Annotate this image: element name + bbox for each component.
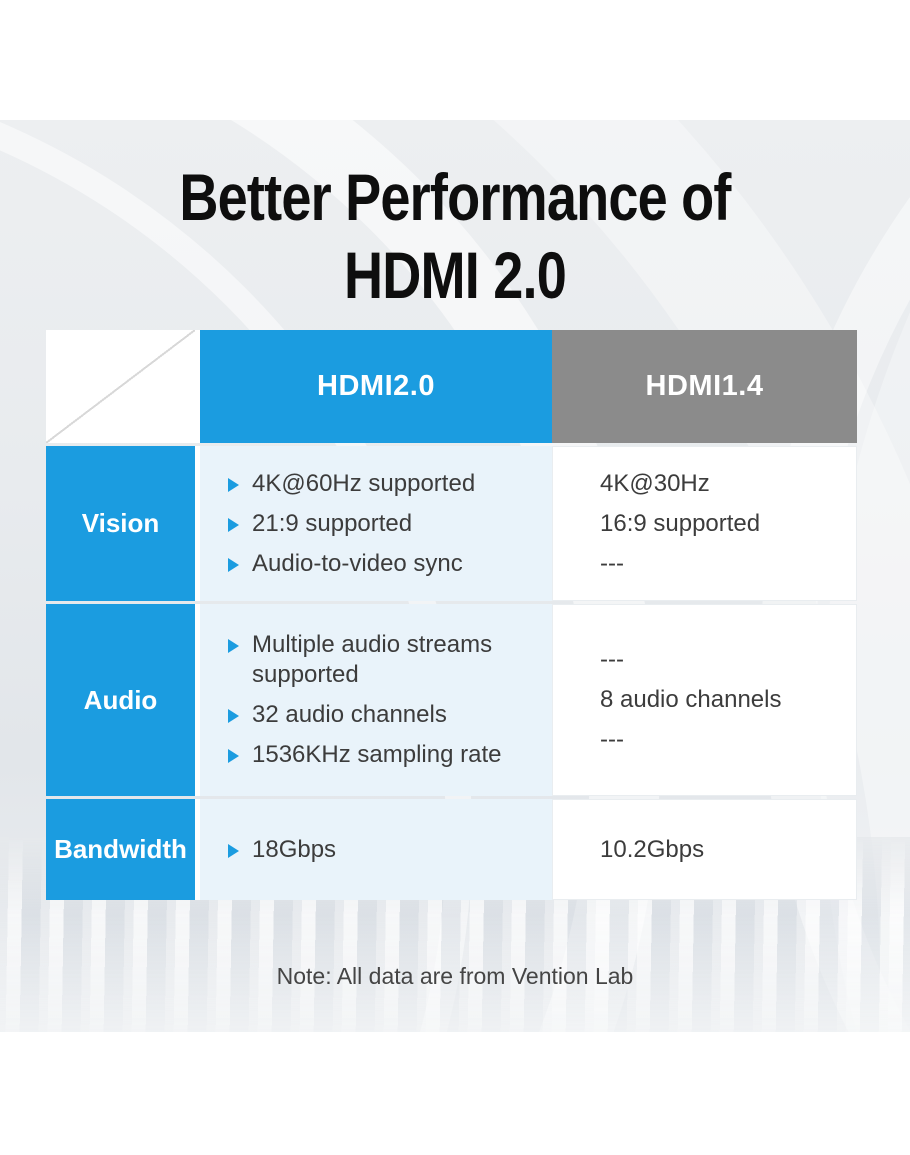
feature-text: --- (600, 726, 624, 753)
title-line1: Better Performance of (179, 160, 731, 234)
cell-vision-hdmi14: 4K@30Hz 16:9 supported --- (552, 446, 857, 601)
cell-vision-hdmi20: 4K@60Hz supported 21:9 supported Audio-t… (200, 446, 552, 601)
bullet-arrow-icon (228, 517, 239, 532)
cell-audio-hdmi14: --- 8 audio channels --- (552, 604, 857, 796)
table-corner-cell (46, 330, 200, 443)
cell-bandwidth-hdmi20: 18Gbps (200, 799, 552, 900)
comparison-table: HDMI2.0 HDMI1.4 Vision 4K@60Hz supported… (46, 330, 857, 900)
title-line2: HDMI 2.0 (343, 238, 567, 312)
feature-text: 32 audio channels (252, 701, 447, 728)
feature-text: Multiple audio streams supported (252, 631, 493, 688)
cell-bandwidth-hdmi14: 10.2Gbps (552, 799, 857, 900)
cell-audio-hdmi20: Multiple audio streams supported 32 audi… (200, 604, 552, 796)
row-label-audio: Audio (46, 604, 200, 796)
note-text: Note: All data are from Vention Lab (276, 963, 634, 989)
feature-item: Multiple audio streams supported (228, 630, 552, 690)
column-header-hdmi20: HDMI2.0 (200, 330, 552, 443)
feature-text: 4K@30Hz (600, 469, 710, 497)
feature-text: 8 audio channels (600, 686, 782, 713)
column-header-hdmi14: HDMI1.4 (552, 330, 857, 443)
row-label-bandwidth: Bandwidth (46, 799, 200, 900)
feature-text: --- (600, 646, 624, 673)
feature-text: 18Gbps (252, 835, 337, 863)
feature-text: 1536KHz sampling rate (252, 741, 502, 768)
bullet-arrow-icon (228, 477, 239, 492)
feature-item: 1536KHz sampling rate (228, 740, 552, 770)
feature-item: 18Gbps (228, 835, 552, 865)
feature-text: 21:9 supported (252, 509, 413, 537)
bullet-arrow-icon (228, 843, 239, 858)
feature-item: 4K@60Hz supported (228, 469, 552, 499)
feature-text: 16:9 supported (600, 509, 761, 537)
row-label-vision: Vision (46, 446, 200, 601)
feature-text: 10.2Gbps (600, 835, 705, 863)
feature-item: 21:9 supported (228, 509, 552, 539)
bullet-arrow-icon (228, 749, 239, 763)
feature-item: 32 audio channels (228, 700, 552, 730)
bullet-arrow-icon (228, 639, 239, 653)
feature-item: Audio-to-video sync (228, 549, 552, 579)
feature-text: --- (600, 549, 624, 577)
bullet-arrow-icon (228, 709, 239, 723)
bullet-arrow-icon (228, 557, 239, 572)
feature-text: Audio-to-video sync (252, 549, 463, 577)
page-title: Better Performance of HDMI 2.0 (82, 158, 828, 314)
feature-text: 4K@60Hz supported (252, 469, 476, 497)
